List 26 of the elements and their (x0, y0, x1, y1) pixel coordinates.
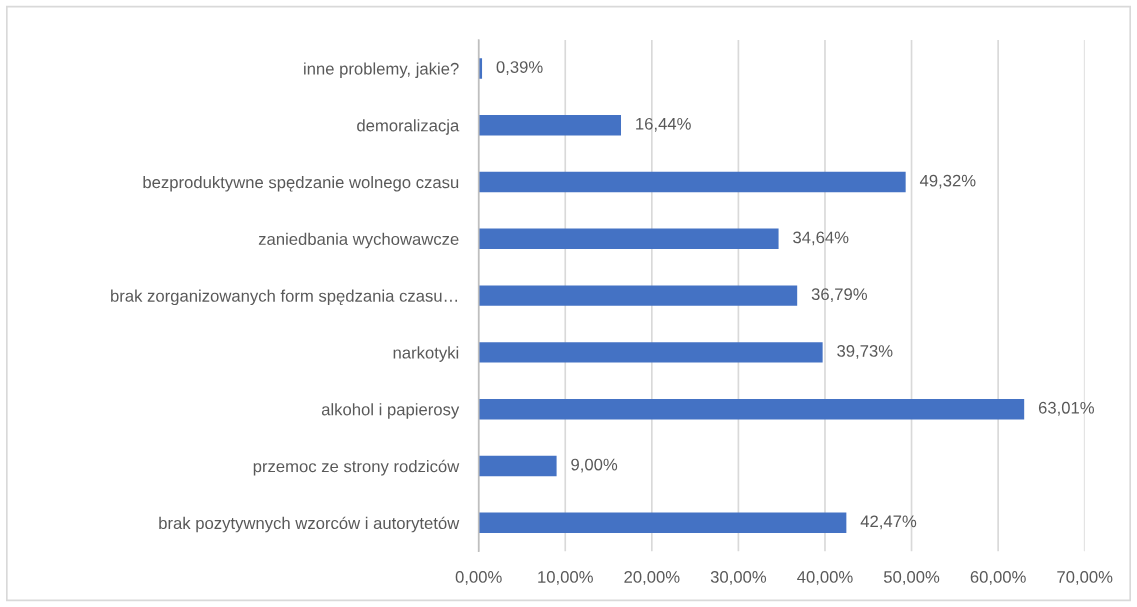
y-tick-label: przemoc ze strony rodziców (253, 459, 460, 476)
x-tick-label: 70,00% (1057, 571, 1113, 585)
x-tick-label: 40,00% (797, 571, 853, 585)
data-label: 34,64% (793, 231, 849, 246)
data-label: 63,01% (1038, 401, 1095, 416)
data-label: 39,73% (837, 345, 893, 359)
y-tick-label: zaniedbania wychowawcze (258, 232, 459, 249)
y-tick-label: demoralizacja (357, 119, 460, 135)
data-label: 0,39% (496, 61, 543, 75)
y-tick-label: inne problemy, jakie? (304, 62, 459, 78)
x-tick-label: 60,00% (970, 571, 1026, 585)
x-tick-label: 50,00% (883, 571, 940, 585)
data-label: 49,32% (919, 174, 976, 189)
x-tick-label: 20,00% (624, 571, 680, 585)
y-tick-label: brak zorganizowanych form spędzania czasu… (111, 289, 457, 306)
y-tick-label: alkohol i papierosy (321, 403, 460, 419)
x-tick-label: 30,00% (710, 571, 767, 585)
data-label: 9,00% (571, 458, 618, 473)
data-label: 36,79% (811, 288, 868, 303)
y-tick-label: narkotyki (393, 346, 459, 362)
y-tick-label: brak pozytywnych wzorców i autorytetów (159, 516, 460, 533)
data-label: 16,44% (636, 117, 691, 132)
data-label: 42,47% (860, 515, 917, 530)
x-tick-label: 0,00% (455, 571, 502, 585)
x-tick-label: 10,00% (538, 571, 593, 585)
y-tick-label: bezproduktywne spędzanie wolnego czasu (143, 175, 459, 192)
